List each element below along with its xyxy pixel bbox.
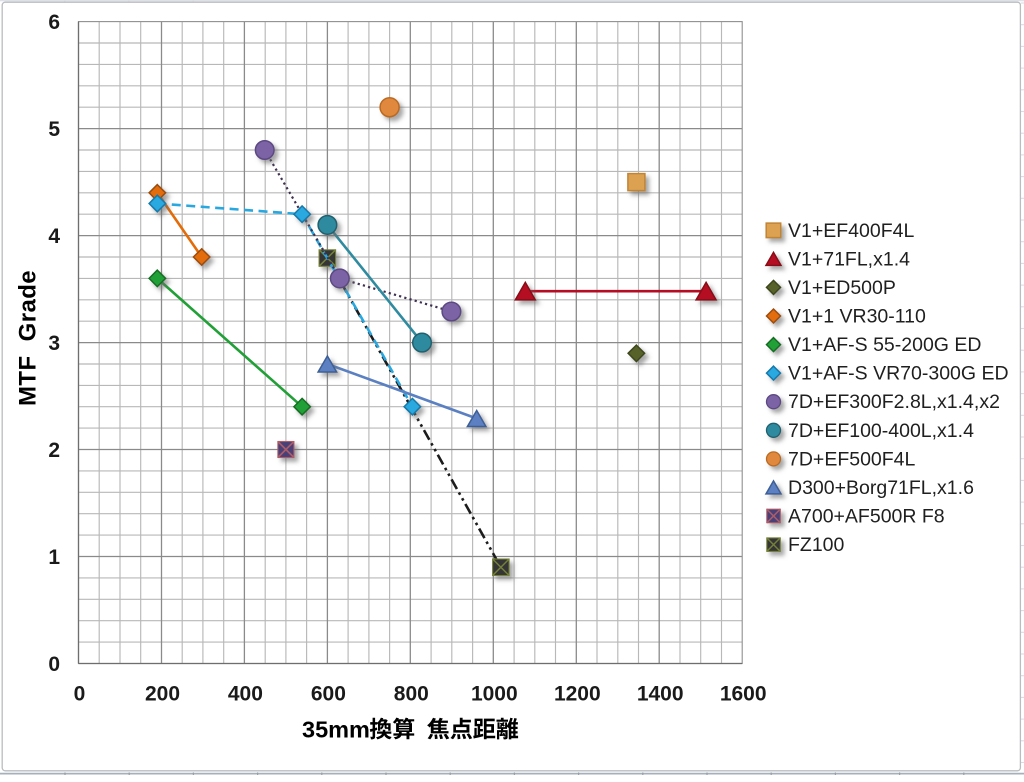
svg-text:1: 1	[48, 546, 60, 569]
svg-text:6: 6	[48, 11, 60, 34]
svg-text:FZ100: FZ100	[788, 534, 845, 556]
svg-text:V1+EF400F4L: V1+EF400F4L	[788, 220, 914, 242]
svg-text:V1+71FL,x1.4: V1+71FL,x1.4	[788, 248, 910, 270]
svg-text:400: 400	[228, 683, 263, 706]
svg-text:1200: 1200	[554, 683, 601, 706]
svg-text:7D+EF100-400L,x1.4: 7D+EF100-400L,x1.4	[788, 420, 974, 442]
svg-text:3: 3	[48, 332, 60, 355]
svg-text:4: 4	[48, 225, 60, 248]
svg-text:A700+AF500R F8: A700+AF500R F8	[788, 506, 945, 528]
svg-text:35mm: 35mm	[302, 716, 370, 742]
svg-text:800: 800	[394, 683, 429, 706]
svg-text:V1+AF-S 55-200G ED: V1+AF-S 55-200G ED	[788, 334, 981, 356]
svg-text:5: 5	[48, 118, 60, 141]
svg-text:0: 0	[48, 653, 60, 676]
svg-text:600: 600	[311, 683, 346, 706]
svg-text:7D+EF500F4L: 7D+EF500F4L	[788, 448, 916, 470]
svg-text:200: 200	[145, 683, 180, 706]
svg-text:2: 2	[48, 439, 60, 462]
svg-text:1000: 1000	[471, 683, 518, 706]
svg-text:7D+EF300F2.8L,x1.4,x2: 7D+EF300F2.8L,x1.4,x2	[788, 391, 1000, 413]
svg-text:0: 0	[74, 683, 86, 706]
svg-text:1400: 1400	[637, 683, 684, 706]
svg-text:V1+1 VR30-110: V1+1 VR30-110	[788, 306, 926, 328]
svg-text:D300+Borg71FL,x1.6: D300+Borg71FL,x1.6	[788, 477, 974, 499]
svg-text:1600: 1600	[720, 683, 767, 706]
svg-text:V1+ED500P: V1+ED500P	[788, 277, 896, 299]
svg-text:MTF Grade: MTF Grade	[14, 270, 41, 406]
svg-text:V1+AF-S VR70-300G ED: V1+AF-S VR70-300G ED	[788, 363, 1009, 385]
